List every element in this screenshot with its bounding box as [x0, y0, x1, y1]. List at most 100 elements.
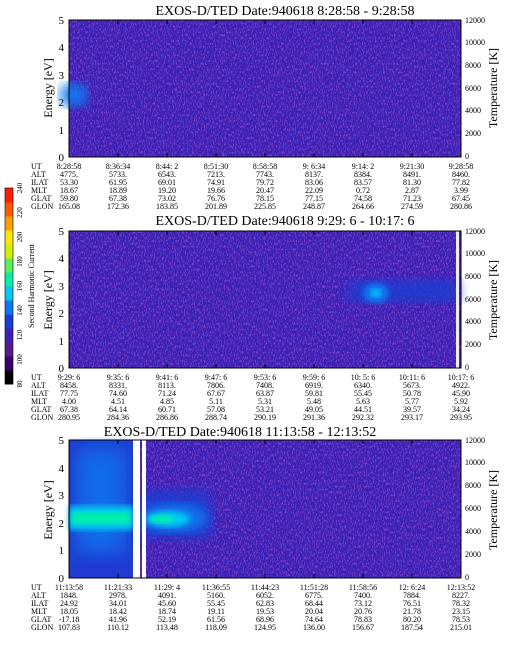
- panel-3-ilat-cell: 76.51: [403, 599, 421, 608]
- panel-2-mlt-cell: 5.11: [209, 397, 223, 406]
- panel-2-glat-cell: 67.38: [60, 405, 78, 414]
- panel-2-glat-cell: 44.51: [354, 405, 372, 414]
- panel-1-y2tick-2: 4000: [465, 106, 481, 115]
- panel-2-data-gap: [456, 231, 459, 368]
- panel-2-rowlabel-glon: GLON: [31, 413, 53, 422]
- panel-3-ut-cell: 11:29: 4: [154, 583, 180, 592]
- panel-1-mlt-cell: 2.87: [405, 186, 419, 195]
- panel-2-rowlabel-glat: GLAT: [31, 405, 52, 414]
- panel-3-y2tick-6: 12000: [465, 436, 485, 445]
- panel-3-ut-cell: 11:36:55: [202, 583, 230, 592]
- panel-3-ut-cell: 12: 6:24: [399, 583, 425, 592]
- panel-1-ilat-cell: 53.30: [60, 178, 78, 187]
- panel-1-glat-cell: 71.23: [403, 194, 421, 203]
- panel-3-ilat-cell: 24.92: [60, 599, 78, 608]
- panel-3-y2tick-2: 4000: [465, 527, 481, 536]
- panel-3-glon-cell: 156.67: [352, 623, 374, 632]
- panel-1-rowlabel-glon: GLON: [31, 202, 53, 211]
- panel-3-ut-cell: 11:44:23: [251, 583, 279, 592]
- panel-2-ut-cell: 9:35: 6: [107, 373, 129, 382]
- panel-1-rowlabel-ut: UT: [31, 162, 42, 171]
- panel-2-mlt-cell: 5.77: [405, 397, 419, 406]
- colorbar-swatch: [5, 244, 13, 259]
- panel-3-ilat-cell: 68.44: [305, 599, 323, 608]
- panel-2-rowlabel-mlt: MLT: [31, 397, 47, 406]
- panel-1-y2tick-1: 2000: [465, 129, 481, 138]
- panel-1-alt-cell: 7213.: [207, 170, 225, 179]
- panel-1-alt-cell: 7743.: [256, 170, 274, 179]
- panel-3-mlt-cell: 18.42: [109, 607, 127, 616]
- panel-2-glat-cell: 39.57: [403, 405, 421, 414]
- panel-1-ytick-5: 5: [59, 15, 65, 27]
- colorbar-swatch: [5, 314, 13, 329]
- panel-2-ytick-0: 0: [59, 363, 65, 375]
- colorbar-swatch: [5, 216, 13, 231]
- panel-2-alt-cell: 8458.: [60, 381, 78, 390]
- panel-1-ilat-cell: 79.72: [256, 178, 274, 187]
- panel-1-glon-cell: 165.08: [58, 202, 80, 211]
- panel-1-ut-cell: 8:44: 2: [156, 162, 178, 171]
- panel-2-alt-cell: 4922.: [452, 381, 470, 390]
- panel-3-y2tick-5: 10000: [465, 458, 485, 467]
- panel-3-ut-cell: 11:13:58: [55, 583, 83, 592]
- panel-3-glat-cell: 78.83: [354, 615, 372, 624]
- colorbar-tick-label: 240: [16, 182, 24, 193]
- panel-3-alt-cell: 6775.: [305, 591, 323, 600]
- panel-2-ut-cell: 10:11: 6: [399, 373, 425, 382]
- panel-2-ylabel: Energy [eV]: [41, 270, 55, 329]
- panel-2-title: EXOS-D/TED Date:940618 9:29: 6 - 10:17: …: [156, 214, 415, 229]
- panel-1-ilat-cell: 83.06: [305, 178, 323, 187]
- panel-1-glon-cell: 201.89: [205, 202, 227, 211]
- panel-3-ytick-3: 3: [59, 490, 65, 502]
- panel-3-glat-cell: 74.64: [305, 615, 323, 624]
- panel-3-ilat-cell: 45.60: [158, 599, 176, 608]
- panel-3-glon-cell: 124.95: [254, 623, 276, 632]
- panel-3-alt-cell: 7884.: [403, 591, 421, 600]
- panel-2-mlt-cell: 4.85: [160, 397, 174, 406]
- panel-1-y2tick-6: 12000: [465, 16, 485, 25]
- panel-2-ilat-cell: 45.90: [452, 389, 470, 398]
- panel-3-ytick-4: 4: [59, 463, 65, 475]
- panel-2-mlt-cell: 4.00: [62, 397, 76, 406]
- panel-3-glon-cell: 136.00: [303, 623, 325, 632]
- panel-1-y2tick-5: 10000: [465, 38, 485, 47]
- panel-1-ytick-3: 3: [59, 70, 65, 82]
- panel-3-glon-cell: 118.09: [205, 623, 227, 632]
- colorbar-label: Second Harmonic Current: [27, 243, 36, 328]
- colorbar-swatch: [5, 300, 13, 315]
- panel-2-ytick-4: 4: [59, 253, 65, 265]
- colorbar-swatches: [5, 188, 13, 385]
- colorbar-swatch: [5, 328, 13, 343]
- colorbar-tick-label: 180: [16, 256, 24, 267]
- panel-2-alt-cell: 5673.: [403, 381, 421, 390]
- panel-3-ut-cell: 11:51:28: [300, 583, 328, 592]
- panel-1: EXOS-D/TED Date:940618 8:28:58 - 9:28:58…: [31, 4, 500, 211]
- panel-1-alt-cell: 5733.: [109, 170, 127, 179]
- panel-1-noise: [69, 20, 461, 157]
- panel-2-rowlabel-alt: ALT: [31, 381, 46, 390]
- panel-2-mlt-cell: 5.31: [258, 397, 272, 406]
- colorbar-tick-label: 160: [16, 280, 24, 291]
- panel-2-ut-cell: 9:47: 6: [205, 373, 227, 382]
- panel-1-glon-cell: 172.36: [107, 202, 129, 211]
- colorbar-swatch: [5, 286, 13, 301]
- panel-3-rowlabel-mlt: MLT: [31, 607, 47, 616]
- colorbar-swatch: [5, 258, 13, 273]
- panel-2-ilat-cell: 67.67: [207, 389, 225, 398]
- panel-3-ylabel: Energy [eV]: [41, 480, 55, 539]
- panel-2-glon-cell: 291.36: [303, 413, 325, 422]
- panel-1-low-energy-enhancement: [60, 83, 88, 107]
- panel-1-mlt-cell: 3.99: [454, 186, 468, 195]
- panel-2-ut-cell: 9:41: 6: [156, 373, 178, 382]
- panel-1-glon-cell: 264.66: [352, 202, 374, 211]
- colorbar-tick-label: 120: [16, 329, 24, 340]
- panel-1-glat-cell: 73.02: [158, 194, 176, 203]
- panel-3-alt-cell: 8227.: [452, 591, 470, 600]
- panel-3-mlt-cell: 20.04: [305, 607, 323, 616]
- panel-3-glon-cell: 110.12: [107, 623, 129, 632]
- panel-1-ut-cell: 9:28:58: [449, 162, 473, 171]
- panel-3-mlt-cell: 21.78: [403, 607, 421, 616]
- panel-3-glon-cell: 113.48: [156, 623, 178, 632]
- panel-1-ut-cell: 9: 6:34: [303, 162, 325, 171]
